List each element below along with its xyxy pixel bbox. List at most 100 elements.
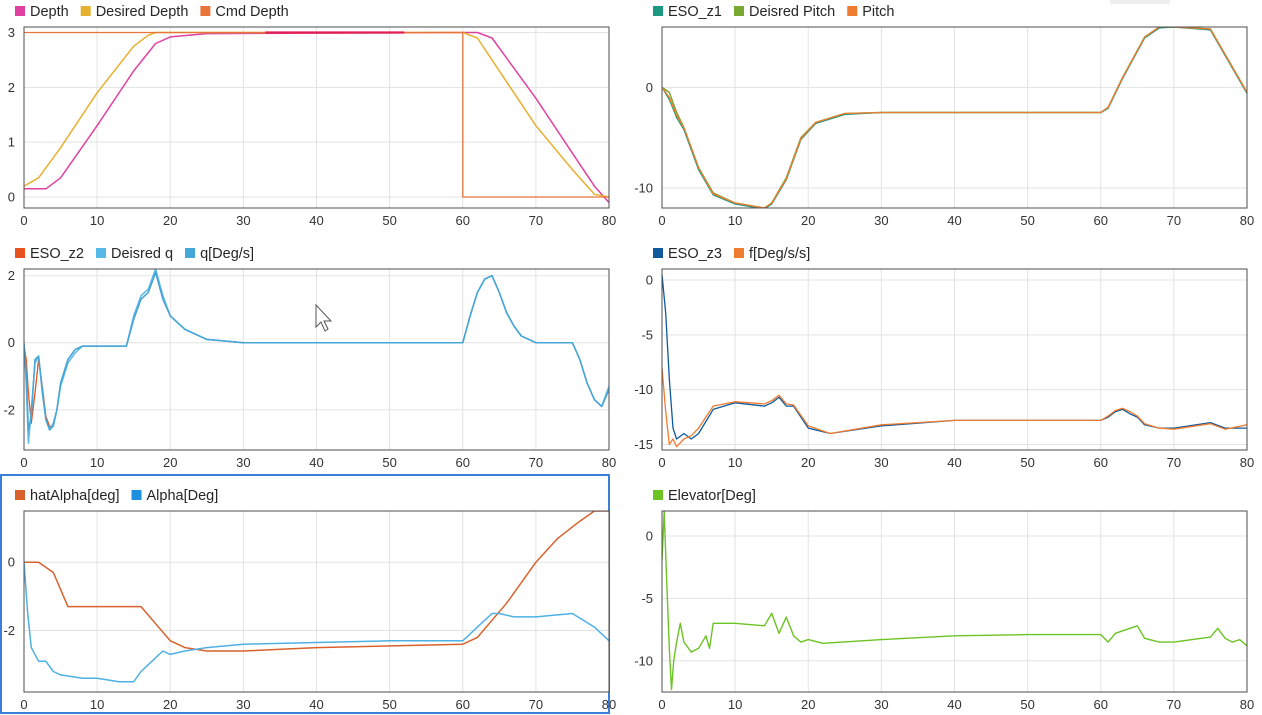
legend-swatch [734, 248, 744, 258]
legend-entry[interactable]: hatAlpha[deg] [15, 488, 120, 504]
legend-entry[interactable]: Elevator[Deg] [653, 488, 756, 504]
series-line-f-deg-s-s- [662, 367, 1247, 448]
x-tick-label: 60 [456, 697, 470, 712]
x-tick-label: 60 [1094, 697, 1108, 712]
legend-entry[interactable]: Deisred Pitch [734, 4, 835, 20]
x-tick-label: 0 [20, 213, 27, 228]
x-tick-label: 40 [947, 455, 961, 470]
x-tick-label: 50 [382, 697, 396, 712]
x-tick-label: 20 [801, 697, 815, 712]
x-tick-label: 70 [529, 455, 543, 470]
chart-panel-pitch[interactable]: ESO_z1 Deisred Pitch Pitch 0 10 20 30 40 50 60 70 8… [634, 4, 1254, 228]
legend-entry[interactable]: ESO_z3 [653, 246, 722, 262]
x-tick-label: 0 [658, 697, 665, 712]
x-tick-label: 70 [1167, 455, 1181, 470]
chart-panel-q[interactable]: ESO_z2 Deisred q q[Deg/s]0 10 20 30 40 50 60 70 80… [3, 246, 616, 470]
x-tick-label: 10 [90, 697, 104, 712]
y-tick-label: 0 [646, 80, 653, 95]
legend-swatch [131, 490, 142, 500]
series-line-alpha-deg- [24, 562, 609, 683]
legend-label: ESO_z3 [668, 246, 722, 262]
x-tick-label: 60 [456, 455, 470, 470]
legend-label: Deisred q [111, 246, 173, 262]
legend-label: ESO_z2 [30, 246, 84, 262]
chart-panel-elevator[interactable]: Elevator[Deg] 0 10 20 30 40 50 60 70 80 -10 -5 0 [634, 488, 1254, 712]
legend-entry[interactable]: ESO_z1 [653, 4, 722, 20]
legend-entry[interactable]: ESO_z2 [15, 246, 84, 262]
legend-swatch [734, 6, 744, 16]
x-tick-label: 50 [1020, 213, 1034, 228]
x-tick-label: 40 [309, 455, 323, 470]
x-tick-label: 80 [602, 213, 616, 228]
x-tick-label: 80 [602, 697, 616, 712]
y-tick-label: 0 [646, 528, 653, 543]
x-tick-label: 60 [456, 213, 470, 228]
legend-label: f[Deg/s/s] [749, 246, 810, 262]
x-tick-label: 50 [382, 455, 396, 470]
legend-entry[interactable]: f[Deg/s/s] [734, 246, 810, 262]
x-tick-label: 80 [602, 455, 616, 470]
y-tick-label: -10 [634, 382, 653, 397]
plot-frame [23, 26, 610, 209]
x-tick-label: 50 [1020, 455, 1034, 470]
plot-frame [23, 510, 610, 693]
legend-entry[interactable]: q[Deg/s] [185, 246, 254, 262]
x-tick-label: 30 [874, 697, 888, 712]
legend-swatch [653, 6, 663, 16]
x-tick-label: 10 [728, 213, 742, 228]
x-tick-label: 20 [163, 697, 177, 712]
x-tick-label: 80 [1240, 455, 1254, 470]
legend-label: ESO_z1 [668, 4, 722, 20]
x-tick-label: 70 [1167, 213, 1181, 228]
legend-swatch [15, 490, 25, 500]
x-tick-label: 40 [309, 697, 323, 712]
legend-entry[interactable]: Desired Depth [80, 4, 189, 20]
y-tick-label: -5 [641, 591, 653, 606]
x-tick-label: 0 [658, 213, 665, 228]
y-tick-label: -10 [634, 180, 653, 195]
y-tick-label: -2 [3, 623, 15, 638]
series-line-pitch [662, 27, 1247, 208]
y-tick-label: -5 [641, 327, 653, 342]
chart-panel-f[interactable]: ESO_z3 f[Deg/s/s] 0 10 20 30 40 50 60 70 80 -15 -10 -… [634, 246, 1254, 470]
legend-swatch [80, 6, 91, 16]
legend-swatch [15, 248, 25, 258]
y-tick-label: -10 [634, 653, 653, 668]
x-tick-label: 30 [874, 455, 888, 470]
legend-swatch [185, 248, 196, 258]
x-tick-label: 80 [1240, 697, 1254, 712]
series-line-depth [24, 31, 609, 203]
plot-frame [661, 510, 1248, 693]
x-tick-label: 50 [1020, 697, 1034, 712]
legend-entry[interactable]: Deisred q [96, 246, 173, 262]
y-tick-label: 2 [8, 80, 15, 95]
legend-entry[interactable]: Cmd Depth [200, 4, 289, 20]
x-tick-label: 10 [728, 455, 742, 470]
x-tick-label: 40 [309, 213, 323, 228]
x-tick-label: 70 [1167, 697, 1181, 712]
x-tick-label: 70 [529, 213, 543, 228]
x-tick-label: 0 [658, 455, 665, 470]
legend-label: Deisred Pitch [749, 4, 835, 20]
legend-label: hatAlpha[deg] [30, 488, 120, 504]
y-tick-label: 0 [8, 335, 15, 350]
mouse-cursor-icon [315, 303, 333, 332]
chart-panel-alpha[interactable]: hatAlpha[deg] Alpha[Deg] 0 10 20 30 40 50 60 70 80… [3, 488, 616, 712]
x-tick-label: 30 [236, 697, 250, 712]
series-line-elevator-deg- [662, 511, 1247, 691]
legend-entry[interactable]: Depth [15, 4, 69, 20]
y-tick-label: 2 [8, 268, 15, 283]
series-line-hatalpha-deg- [24, 511, 609, 652]
x-tick-label: 10 [90, 213, 104, 228]
x-tick-label: 20 [801, 455, 815, 470]
x-tick-label: 0 [20, 697, 27, 712]
legend-entry[interactable]: Alpha[Deg] [131, 488, 219, 504]
legend-swatch [653, 490, 663, 500]
x-tick-label: 60 [1094, 213, 1108, 228]
legend-entry[interactable]: Pitch [847, 4, 894, 20]
x-tick-label: 30 [236, 213, 250, 228]
y-tick-label: 0 [8, 555, 15, 570]
x-tick-label: 40 [947, 213, 961, 228]
y-tick-label: 0 [8, 190, 15, 205]
